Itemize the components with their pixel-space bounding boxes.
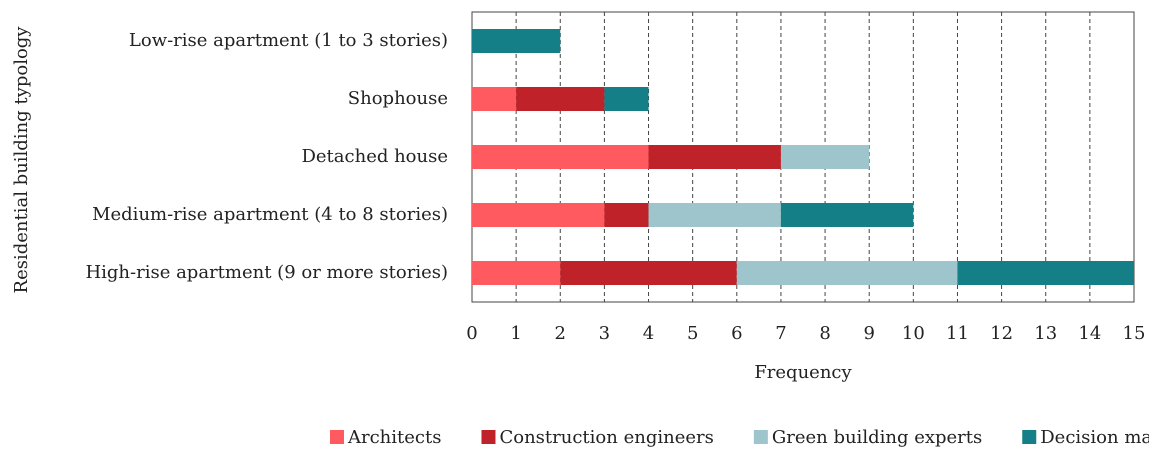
bar-segment [472, 145, 649, 169]
y-tick-label: Medium-rise apartment (4 to 8 stories) [92, 204, 448, 225]
bar-segment [472, 203, 605, 227]
x-tick-label: 9 [863, 323, 874, 344]
bar-segment [516, 87, 605, 111]
legend-label: Decision makers [1040, 427, 1149, 448]
legend-swatch [1022, 430, 1037, 444]
bar-segment [560, 261, 737, 285]
legend-label: Architects [347, 427, 441, 448]
bar-segment [604, 87, 649, 111]
bar-segment [957, 261, 1134, 285]
bar-segment [472, 261, 561, 285]
bar-segment [472, 29, 561, 53]
x-tick-label: 6 [731, 323, 742, 344]
x-tick-label: 15 [1123, 323, 1146, 344]
bar-segment [736, 261, 958, 285]
x-tick-label: 1 [510, 323, 521, 344]
x-tick-label: 11 [946, 323, 969, 344]
x-tick-label: 12 [990, 323, 1013, 344]
bar-segment [648, 145, 781, 169]
x-tick-label: 13 [1034, 323, 1057, 344]
x-tick-label: 2 [555, 323, 566, 344]
x-tick-label: 4 [643, 323, 654, 344]
bar-segment [604, 203, 649, 227]
legend-swatch [330, 430, 344, 444]
y-axis-label: Residential building typology [11, 26, 32, 294]
y-tick-label: Shophouse [348, 88, 448, 109]
x-tick-label: 14 [1078, 323, 1101, 344]
y-tick-label: Low-rise apartment (1 to 3 stories) [129, 30, 448, 51]
x-tick-label: 7 [775, 323, 786, 344]
x-tick-label: 5 [687, 323, 698, 344]
x-tick-label: 0 [466, 323, 477, 344]
bar-segment [780, 145, 870, 169]
legend-label: Construction engineers [499, 427, 713, 448]
legend-label: Green building experts [772, 427, 982, 448]
x-tick-label: 8 [819, 323, 830, 344]
legend-swatch [481, 430, 496, 444]
x-tick-label: 10 [902, 323, 925, 344]
bar-segment [780, 203, 914, 227]
bar-segment [472, 87, 517, 111]
legend-swatch [753, 430, 768, 444]
y-tick-label: High-rise apartment (9 or more stories) [85, 262, 448, 283]
x-axis-label: Frequency [754, 362, 852, 383]
x-tick-label: 3 [599, 323, 610, 344]
y-tick-label: Detached house [301, 146, 448, 167]
bar-segment [648, 203, 781, 227]
